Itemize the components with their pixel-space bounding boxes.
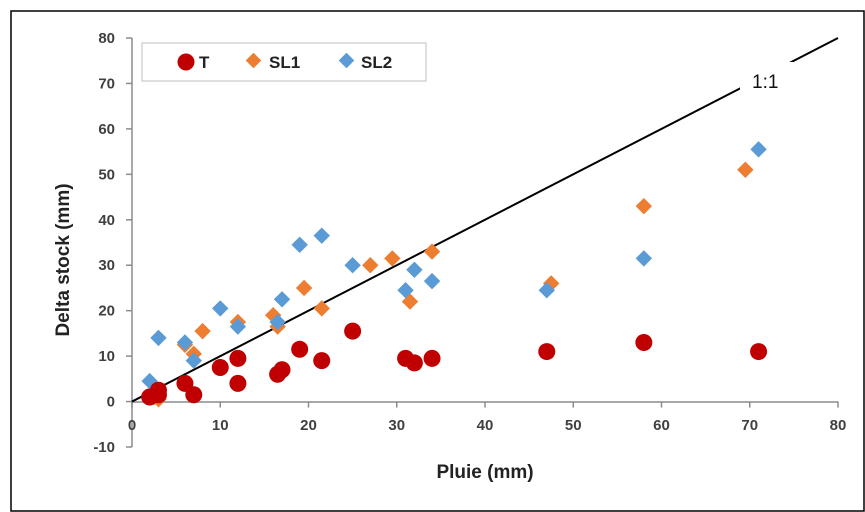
point-t <box>229 374 247 392</box>
chart-border <box>10 10 865 512</box>
point-sl2 <box>269 313 286 331</box>
point-t <box>750 343 768 361</box>
point-t <box>229 349 247 367</box>
point-sl2 <box>344 257 361 274</box>
annotation-background <box>740 62 804 100</box>
point-t <box>313 352 331 370</box>
y-tick-label: 0 <box>107 394 115 411</box>
point-t <box>185 386 203 404</box>
point-sl2 <box>313 227 330 244</box>
y-tick-marks <box>126 37 132 448</box>
plot-area: 0 10 20 30 40 50 60 70 80 -10 0 10 20 30 40 50 60 70 80 <box>93 30 846 456</box>
y-tick-label: 10 <box>98 348 115 365</box>
point-sl2 <box>176 334 194 351</box>
point-t <box>211 358 229 376</box>
y-tick-label: -10 <box>93 439 115 456</box>
point-t <box>423 349 441 367</box>
x-tick-label: 30 <box>388 417 405 434</box>
point-sl2 <box>406 261 423 278</box>
point-t <box>273 361 291 379</box>
point-sl2 <box>423 272 441 290</box>
legend-label-sl2: SL2 <box>361 53 392 72</box>
y-tick-label: 30 <box>98 257 115 274</box>
point-t <box>344 322 362 340</box>
point-t <box>538 343 556 361</box>
x-axis-title: Pluie (mm) <box>436 462 533 483</box>
y-tick-label: 70 <box>98 75 115 92</box>
legend-label-sl1: SL1 <box>269 53 300 72</box>
point-t <box>405 354 423 372</box>
point-sl2 <box>538 282 555 299</box>
point-sl2 <box>291 236 308 253</box>
point-sl2 <box>150 329 167 347</box>
one-to-one-label: 1:1 <box>752 72 778 93</box>
point-sl2 <box>185 352 202 369</box>
series-t <box>141 322 768 406</box>
point-t <box>635 333 653 351</box>
series-sl2 <box>141 141 767 399</box>
one-to-one-line <box>131 37 839 403</box>
x-tick-label: 50 <box>565 417 582 434</box>
point-sl2 <box>397 282 414 299</box>
x-tick-label: 60 <box>653 417 670 434</box>
y-tick-label: 50 <box>98 166 115 183</box>
legend: T SL1 SL2 <box>141 42 427 82</box>
point-sl1 <box>194 322 211 340</box>
point-sl1 <box>635 197 653 215</box>
point-t <box>149 381 167 399</box>
point-sl1 <box>737 161 754 178</box>
legend-marker-t <box>177 53 195 71</box>
y-axis-title: Delta stock (mm) <box>53 183 74 336</box>
point-sl2 <box>273 291 291 308</box>
x-tick-labels: 0 10 20 30 40 50 60 70 80 <box>128 417 847 434</box>
point-sl1 <box>313 300 330 317</box>
point-sl1 <box>384 250 401 267</box>
point-sl2 <box>229 318 247 335</box>
y-tick-label: 80 <box>98 30 115 47</box>
y-tick-label: 60 <box>98 121 115 138</box>
point-sl1 <box>295 279 313 297</box>
y-tick-label: 40 <box>98 212 115 229</box>
x-tick-label: 0 <box>128 417 136 434</box>
x-tick-label: 80 <box>830 417 847 434</box>
point-sl1 <box>362 257 379 274</box>
point-t <box>291 340 309 358</box>
x-tick-label: 10 <box>212 417 229 434</box>
x-tick-label: 20 <box>300 417 317 434</box>
y-tick-labels: -10 0 10 20 30 40 50 60 70 80 <box>93 30 115 456</box>
x-tick-marks <box>131 401 839 408</box>
x-tick-label: 40 <box>477 417 494 434</box>
point-sl2 <box>635 250 653 267</box>
x-tick-label: 70 <box>741 417 758 434</box>
legend-label-t: T <box>199 53 210 72</box>
point-sl2 <box>750 141 767 158</box>
point-sl2 <box>212 300 229 317</box>
y-tick-label: 20 <box>98 303 115 320</box>
